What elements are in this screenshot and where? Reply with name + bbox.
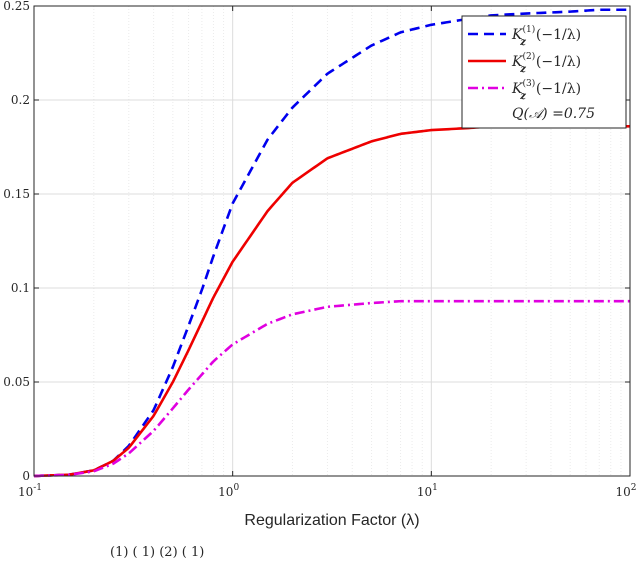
plot-area-frame	[33, 5, 631, 477]
x-tick-label: 102	[615, 483, 636, 499]
x-tick-label: 100	[218, 483, 239, 499]
legend: K(1) z (−1/λ)K(2) z (−1/λ)K(3) z (−1/λ) Q(𝒜) =…	[461, 15, 627, 129]
x-axis-label: Regularization Factor (λ)	[244, 512, 419, 529]
y-tick-label: 0.25	[3, 0, 30, 13]
x-tick-label: 10-1	[18, 483, 42, 499]
x-tick-label: 101	[417, 483, 438, 499]
series-line-3	[33, 299, 630, 478]
legend-note: Q(𝒜) =0.75	[512, 106, 595, 122]
series-line-1	[33, 8, 630, 478]
y-tick-label: 0.1	[11, 281, 30, 295]
y-tick-label: 0	[22, 469, 30, 483]
y-tick-label: 0.2	[11, 93, 30, 107]
y-tick-label: 0.15	[3, 187, 30, 201]
y-tick-label: 0.05	[3, 375, 30, 389]
caption-fragment: (1) ( 1) (2) ( 1)	[110, 545, 205, 560]
